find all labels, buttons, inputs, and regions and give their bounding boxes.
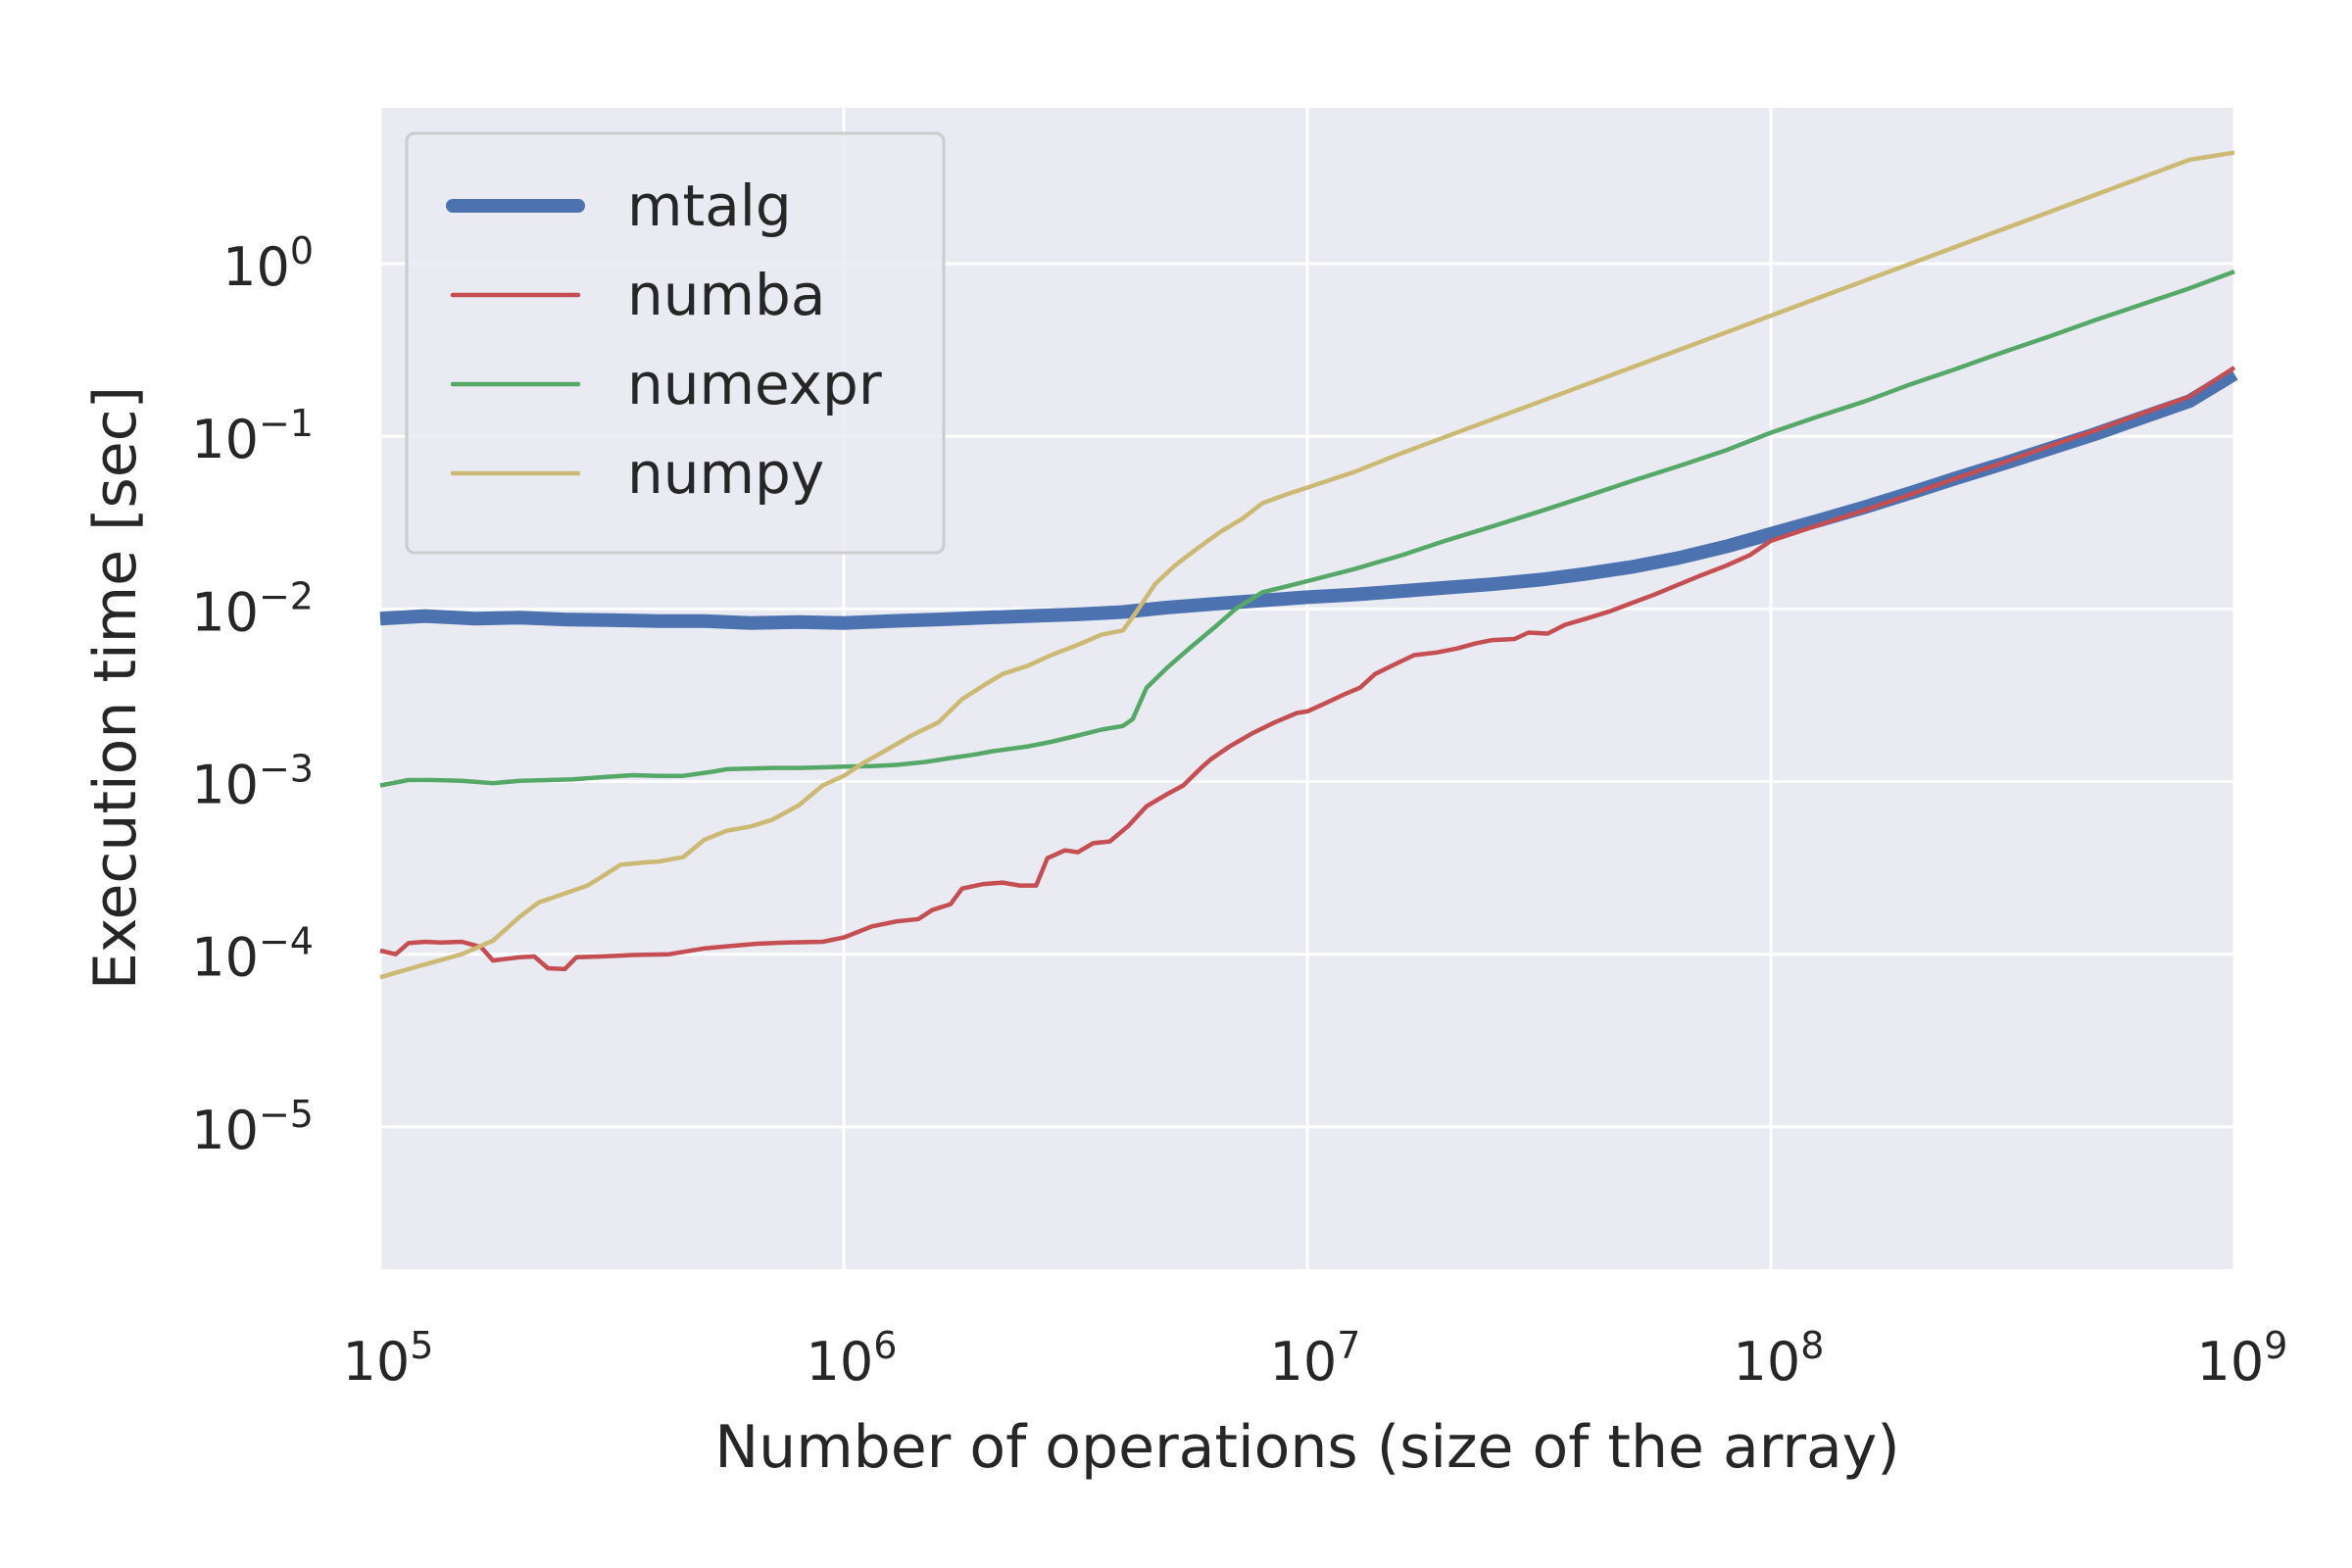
tick-base: 10	[1734, 1331, 1801, 1393]
y-tick-label: 10−3	[191, 748, 314, 816]
series-line-numpy	[379, 150, 2235, 980]
y-tick-label: 10−1	[191, 402, 314, 470]
tick-exponent: −5	[259, 1093, 314, 1136]
tick-base: 10	[191, 1100, 259, 1161]
tick-base: 10	[191, 409, 259, 470]
x-tick-labels: 105 106 107 108 109	[343, 1324, 2288, 1393]
x-tick-label: 106	[807, 1324, 898, 1393]
series-layer	[379, 150, 2238, 980]
grid	[378, 108, 2236, 1269]
tick-exponent: −4	[259, 920, 314, 963]
tick-exponent: 8	[1800, 1324, 1824, 1367]
x-tick-label: 107	[1270, 1324, 1361, 1393]
x-tick-label: 105	[343, 1324, 434, 1393]
legend: mtalg numba numexpr numpy	[405, 131, 946, 555]
y-tick-label: 100	[222, 229, 314, 298]
legend-items: mtalg numba numexpr numpy	[446, 172, 882, 507]
tick-exponent: 7	[1337, 1324, 1360, 1367]
series-line-numba	[379, 366, 2236, 972]
tick-base: 10	[191, 581, 259, 643]
y-axis-label: Execution time [sec]	[81, 386, 150, 990]
x-axis-label: Number of operations (size of the array)	[714, 1413, 1899, 1482]
tick-base: 10	[191, 927, 259, 989]
y-tick-label: 10−2	[191, 574, 314, 643]
tick-exponent: −3	[259, 748, 314, 791]
tick-exponent: 5	[410, 1324, 433, 1367]
y-tick-label: 10−4	[191, 920, 314, 989]
tick-exponent: 6	[873, 1324, 897, 1367]
tick-exponent: −2	[259, 574, 314, 617]
series-line-numexpr	[379, 269, 2235, 788]
legend-label-numpy: numpy	[627, 440, 824, 507]
tick-base: 10	[343, 1331, 411, 1393]
tick-exponent: 0	[290, 229, 314, 272]
legend-label-numexpr: numexpr	[627, 351, 882, 417]
x-tick-label: 109	[2197, 1324, 2288, 1393]
tick-base: 10	[222, 236, 290, 298]
tick-base: 10	[2197, 1331, 2265, 1393]
x-tick-label: 108	[1734, 1324, 1825, 1393]
legend-label-mtalg: mtalg	[627, 172, 792, 239]
legend-box	[405, 131, 946, 555]
y-tick-label: 10−5	[191, 1093, 314, 1161]
tick-base: 10	[1270, 1331, 1338, 1393]
tick-exponent: 9	[2264, 1324, 2287, 1367]
tick-base: 10	[191, 755, 259, 816]
legend-label-numba: numba	[627, 262, 825, 328]
tick-base: 10	[807, 1331, 874, 1393]
tick-exponent: −1	[259, 402, 314, 445]
